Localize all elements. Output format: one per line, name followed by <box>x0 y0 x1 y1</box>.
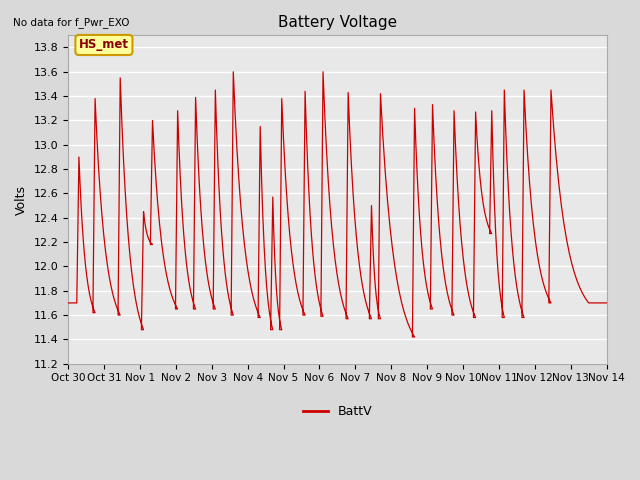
Text: HS_met: HS_met <box>79 38 129 51</box>
Legend: BattV: BattV <box>298 400 377 423</box>
Text: No data for f_Pwr_EXO: No data for f_Pwr_EXO <box>13 17 129 28</box>
Y-axis label: Volts: Volts <box>15 184 28 215</box>
Title: Battery Voltage: Battery Voltage <box>278 15 397 30</box>
